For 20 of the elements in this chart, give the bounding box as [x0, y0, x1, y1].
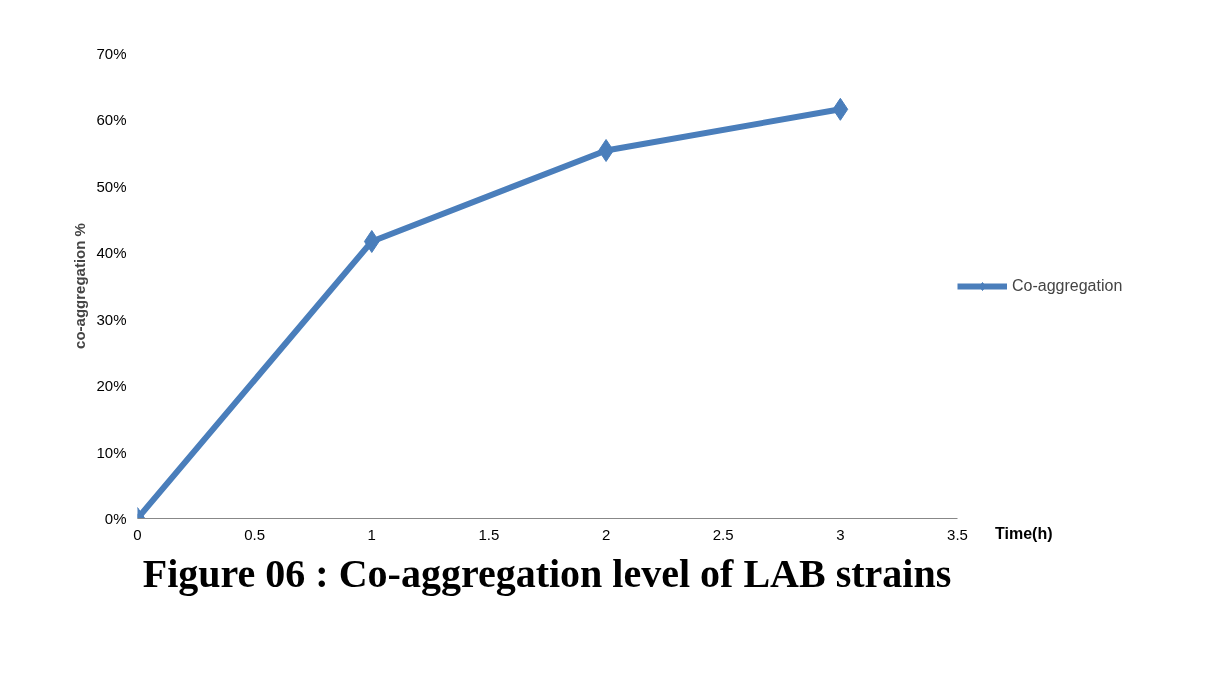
- y-axis-title: co-aggregation %: [71, 223, 89, 349]
- x-axis-title: Time(h): [995, 524, 1053, 544]
- x-tick-label: 2.5: [712, 525, 734, 543]
- y-tick-label: 50%: [96, 177, 127, 195]
- text: Figure 06 : Co-aggregation level of LAB strains: [141, 551, 953, 596]
- x-tick-label: 1: [367, 525, 376, 543]
- x-tick-label: 0.5: [244, 525, 266, 543]
- x-tick-label: 3.5: [947, 525, 968, 543]
- y-tick-label: 10%: [96, 443, 127, 461]
- legend-label: Co-aggregation: [1012, 276, 1123, 295]
- x-tick-label: 2: [601, 525, 611, 543]
- y-tick-label: 70%: [96, 45, 127, 62]
- y-tick-label: 0%: [104, 510, 127, 527]
- x-tick-label: 3: [836, 525, 845, 543]
- y-tick-label: 40%: [96, 244, 127, 262]
- y-tick-label: 60%: [96, 111, 127, 129]
- x-tick-label: 1.5: [478, 525, 500, 543]
- y-tick-label: 30%: [96, 310, 127, 328]
- x-tick-label: 0: [133, 525, 142, 543]
- y-tick-label: 20%: [96, 377, 127, 395]
